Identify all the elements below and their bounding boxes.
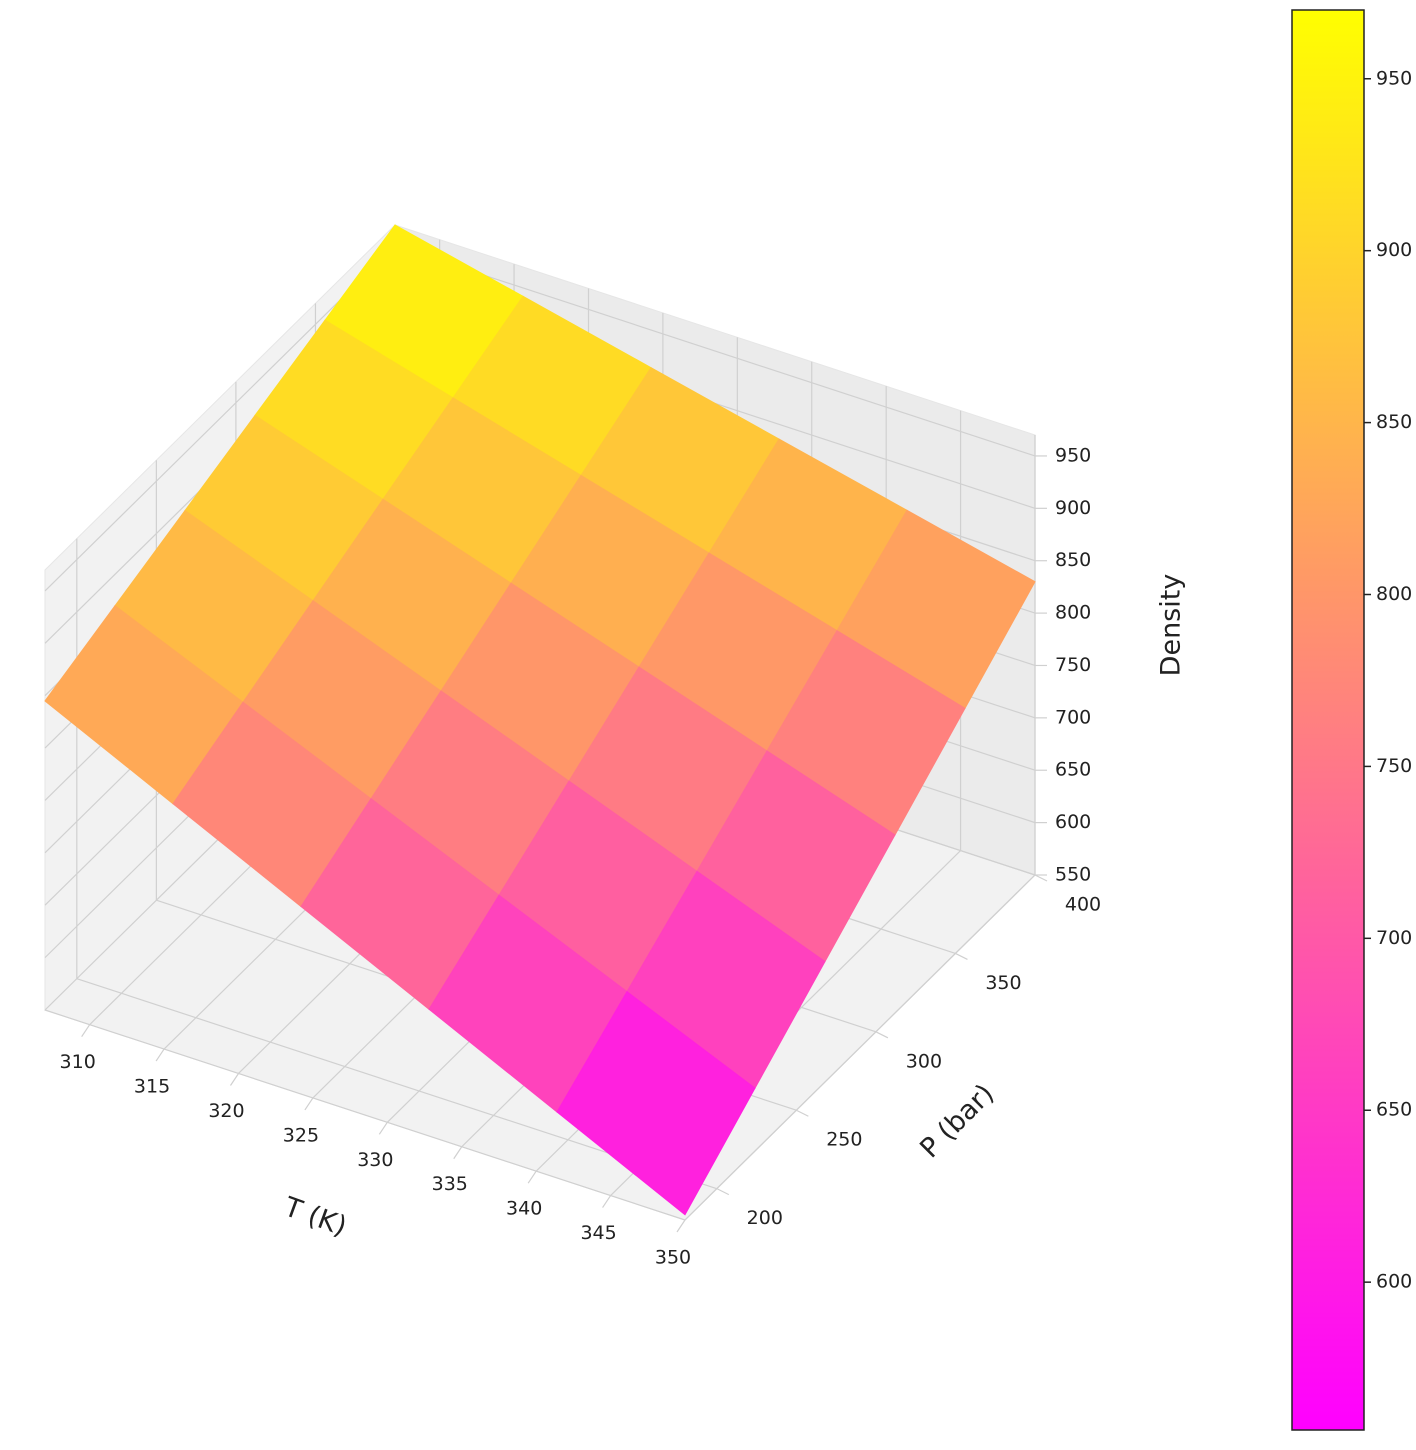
tick-mark — [716, 1188, 730, 1196]
z-tick-label: 700 — [1055, 706, 1091, 728]
z-tick-label: 900 — [1055, 497, 1091, 519]
colorbar-tick-label: 850 — [1376, 411, 1412, 433]
z-tick-label: 850 — [1055, 549, 1091, 571]
z-tick-label: 650 — [1055, 759, 1091, 781]
y-tick-label: 400 — [1065, 894, 1101, 916]
tick-mark — [304, 1097, 314, 1111]
x-tick-label: 345 — [580, 1222, 616, 1244]
z-tick-label: 950 — [1055, 444, 1091, 466]
y-tick-label: 350 — [985, 972, 1021, 994]
colorbar-tick-label: 750 — [1376, 755, 1412, 777]
x-tick-label: 340 — [506, 1198, 542, 1220]
colorbar-tick-label: 700 — [1376, 927, 1412, 949]
grid-line — [394, 245, 1036, 457]
tick-mark — [81, 1024, 91, 1037]
z-tick-label: 550 — [1055, 864, 1091, 886]
y-tick-label: 200 — [747, 1207, 783, 1229]
x-tick-label: 325 — [283, 1124, 319, 1146]
x-tick-label: 310 — [60, 1051, 96, 1073]
tick-mark — [875, 1031, 889, 1039]
y-axis-line — [684, 874, 1036, 1221]
y-axis-label: P (bar) — [914, 1078, 1000, 1164]
z-tick-label: 750 — [1055, 654, 1091, 676]
tick-mark — [453, 1146, 463, 1160]
tick-mark — [378, 1121, 388, 1135]
x-axis-line — [44, 1009, 686, 1221]
colorbar-tick-label: 600 — [1376, 1271, 1412, 1293]
y-tick-label: 250 — [826, 1129, 862, 1151]
colorbar-tick-label: 900 — [1376, 239, 1412, 261]
colorbar-tick-label: 650 — [1376, 1099, 1412, 1121]
surface-patch — [556, 990, 756, 1216]
tick-mark — [527, 1170, 537, 1184]
tick-mark — [955, 952, 968, 960]
x-tick-label: 330 — [357, 1149, 393, 1171]
colorbar-tick-label: 950 — [1376, 67, 1412, 89]
x-tick-label: 335 — [432, 1173, 468, 1195]
x-tick-label: 350 — [655, 1247, 691, 1269]
tick-mark — [602, 1195, 612, 1208]
colorbar-tick-label: 800 — [1376, 583, 1412, 605]
tick-mark — [229, 1073, 239, 1086]
x-tick-label: 320 — [208, 1100, 244, 1122]
grid-line — [44, 245, 396, 592]
tick-mark — [796, 1109, 809, 1117]
tick-mark — [1034, 874, 1048, 882]
z-tick-label: 600 — [1055, 811, 1091, 833]
tick-mark — [155, 1048, 165, 1062]
colorbar — [1291, 9, 1365, 1431]
y-tick-label: 300 — [906, 1050, 942, 1072]
x-axis-label: T (K) — [279, 1191, 351, 1242]
x-tick-label: 315 — [134, 1076, 170, 1098]
z-axis-label: Density — [1156, 574, 1187, 677]
tick-mark — [676, 1219, 686, 1233]
z-tick-label: 800 — [1055, 602, 1091, 624]
